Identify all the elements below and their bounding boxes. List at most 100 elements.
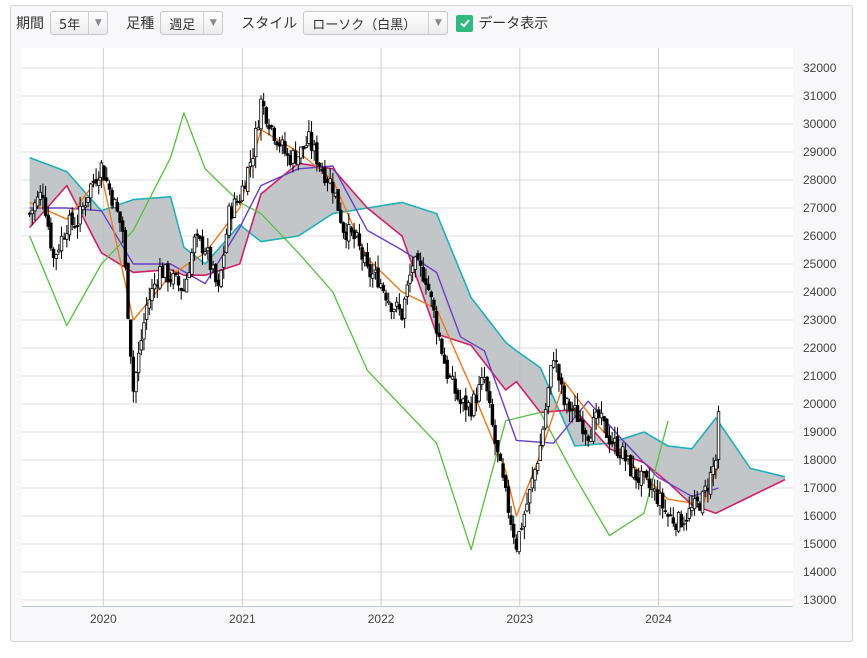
- candle-body: [684, 519, 689, 522]
- candle-body: [512, 523, 516, 538]
- candle-body: [687, 508, 691, 519]
- show-data-checkbox[interactable]: [456, 14, 474, 32]
- candle-body: [456, 389, 460, 400]
- candle-body: [413, 256, 417, 270]
- candle-body: [711, 465, 715, 476]
- candle-body: [589, 437, 593, 442]
- candle-body: [216, 279, 221, 287]
- candle-body: [136, 352, 141, 374]
- candle-body: [107, 183, 112, 190]
- candle-body: [424, 278, 428, 285]
- candle-body: [214, 264, 218, 283]
- candle-body: [94, 179, 98, 184]
- candle-body: [75, 225, 80, 227]
- candle-body: [493, 424, 497, 444]
- candle-body: [296, 156, 300, 166]
- candle-body: [283, 141, 287, 154]
- candle-body: [445, 359, 449, 379]
- candle-body: [706, 487, 710, 492]
- candle-body: [676, 511, 681, 532]
- candle-body: [35, 196, 40, 207]
- candle-body: [405, 284, 410, 297]
- interval-select[interactable]: 週足 ▼: [160, 11, 224, 35]
- candle-body: [126, 262, 130, 319]
- candle-body: [394, 301, 399, 307]
- candle-body: [373, 269, 378, 273]
- candle-body: [81, 205, 85, 211]
- candle-body: [392, 308, 396, 312]
- candle-body: [110, 189, 114, 206]
- candle-body: [184, 278, 189, 293]
- candle-body: [514, 538, 519, 550]
- candle-body: [62, 237, 66, 240]
- candle-body: [144, 304, 149, 320]
- candle-body: [426, 283, 431, 291]
- candle-body: [381, 284, 386, 292]
- candle-body: [118, 211, 122, 223]
- candle-body: [690, 507, 694, 511]
- candle-body: [120, 220, 125, 232]
- candle-body: [477, 384, 481, 402]
- candle-body: [634, 469, 638, 481]
- candle-body: [432, 299, 436, 311]
- ichimoku-chart: [22, 48, 793, 607]
- candle-body: [152, 283, 157, 290]
- candle-body: [222, 254, 226, 268]
- candle-body: [578, 418, 582, 422]
- interval-label: 足種: [126, 16, 155, 32]
- candle-body: [57, 249, 61, 253]
- candle-body: [498, 453, 503, 461]
- candle-body: [586, 435, 590, 441]
- candle-body: [647, 478, 652, 489]
- candle-body: [203, 251, 207, 255]
- candle-body: [312, 144, 316, 152]
- candle-body: [256, 127, 261, 131]
- candle-body: [565, 398, 569, 405]
- candle-body: [575, 405, 580, 422]
- chart-toolbar: 期間 5年 ▼ 足種 週足 ▼ スタイル ローソク（白黒） ▼ データ表示: [16, 8, 548, 38]
- candle-body: [349, 227, 354, 233]
- style-select[interactable]: ローソク（白黒） ▼: [303, 11, 449, 35]
- candle-body: [461, 398, 465, 403]
- candle-body: [128, 319, 133, 357]
- candle-body: [304, 145, 308, 148]
- candle-body: [464, 395, 468, 411]
- candle-body: [535, 462, 540, 471]
- candle-body: [610, 440, 614, 445]
- candle-body: [261, 101, 266, 107]
- candle-body: [650, 487, 654, 491]
- candle-body: [594, 411, 598, 419]
- candle-body: [315, 142, 319, 165]
- candle-body: [527, 489, 532, 504]
- candle-body: [671, 517, 676, 524]
- candle-body: [533, 468, 537, 481]
- candle-body: [97, 179, 101, 186]
- candle-body: [402, 298, 407, 319]
- candle-body: [504, 475, 508, 488]
- candle-body: [166, 263, 170, 283]
- candle-body: [389, 303, 394, 313]
- candle-body: [583, 430, 588, 435]
- candle-body: [182, 289, 186, 292]
- candle-body: [339, 209, 343, 223]
- show-data-label: データ表示: [478, 16, 549, 32]
- candle-body: [466, 402, 471, 408]
- candle-body: [59, 235, 64, 252]
- candle-body: [416, 253, 420, 260]
- candle-body: [488, 391, 492, 404]
- candle-body: [530, 477, 535, 489]
- candle-body: [448, 375, 452, 378]
- period-label: 期間: [16, 16, 44, 32]
- period-select[interactable]: 5年 ▼: [50, 11, 109, 35]
- candle-body: [272, 127, 277, 141]
- candle-body: [269, 125, 274, 128]
- candle-body: [682, 522, 686, 525]
- candle-body: [434, 311, 439, 334]
- candle-body: [147, 299, 151, 309]
- candle-body: [43, 197, 48, 216]
- candle-body: [559, 377, 564, 385]
- candle-body: [73, 226, 77, 228]
- candle-body: [538, 445, 543, 461]
- candle-body: [410, 265, 415, 273]
- style-value: ローソク（白黒）: [312, 17, 417, 33]
